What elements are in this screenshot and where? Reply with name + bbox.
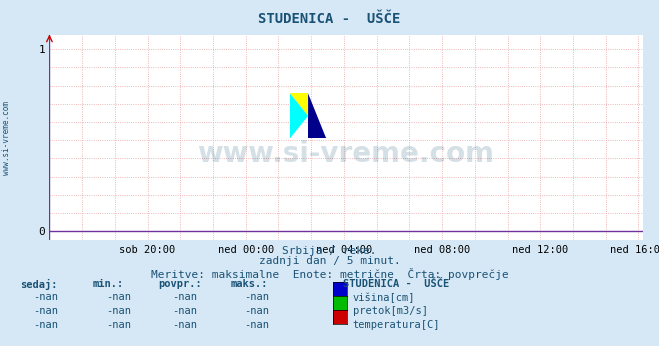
- Polygon shape: [308, 116, 326, 138]
- Text: zadnji dan / 5 minut.: zadnji dan / 5 minut.: [258, 256, 401, 266]
- Text: sedaj:: sedaj:: [20, 279, 57, 290]
- Text: temperatura[C]: temperatura[C]: [353, 320, 440, 330]
- Text: -nan: -nan: [244, 320, 270, 330]
- Text: -nan: -nan: [244, 306, 270, 316]
- Text: -nan: -nan: [172, 320, 197, 330]
- Text: -nan: -nan: [172, 306, 197, 316]
- Text: pretok[m3/s]: pretok[m3/s]: [353, 306, 428, 316]
- Text: -nan: -nan: [34, 320, 59, 330]
- Text: STUDENICA -  UŠČE: STUDENICA - UŠČE: [343, 279, 449, 289]
- Polygon shape: [290, 93, 308, 116]
- Text: -nan: -nan: [244, 292, 270, 302]
- Text: -nan: -nan: [172, 292, 197, 302]
- Text: www.si-vreme.com: www.si-vreme.com: [2, 101, 11, 175]
- Text: Meritve: maksimalne  Enote: metrične  Črta: povprečje: Meritve: maksimalne Enote: metrične Črta…: [151, 268, 508, 280]
- Text: -nan: -nan: [106, 320, 131, 330]
- Text: maks.:: maks.:: [231, 279, 268, 289]
- Text: www.si-vreme.com: www.si-vreme.com: [198, 140, 494, 168]
- Polygon shape: [308, 93, 326, 138]
- Text: višina[cm]: višina[cm]: [353, 292, 415, 303]
- Text: -nan: -nan: [34, 306, 59, 316]
- Text: STUDENICA -  UŠČE: STUDENICA - UŠČE: [258, 12, 401, 26]
- Text: -nan: -nan: [106, 306, 131, 316]
- Text: povpr.:: povpr.:: [158, 279, 202, 289]
- Text: -nan: -nan: [106, 292, 131, 302]
- Text: Srbija / reke.: Srbija / reke.: [282, 246, 377, 256]
- Polygon shape: [290, 93, 308, 138]
- Text: min.:: min.:: [92, 279, 123, 289]
- Text: -nan: -nan: [34, 292, 59, 302]
